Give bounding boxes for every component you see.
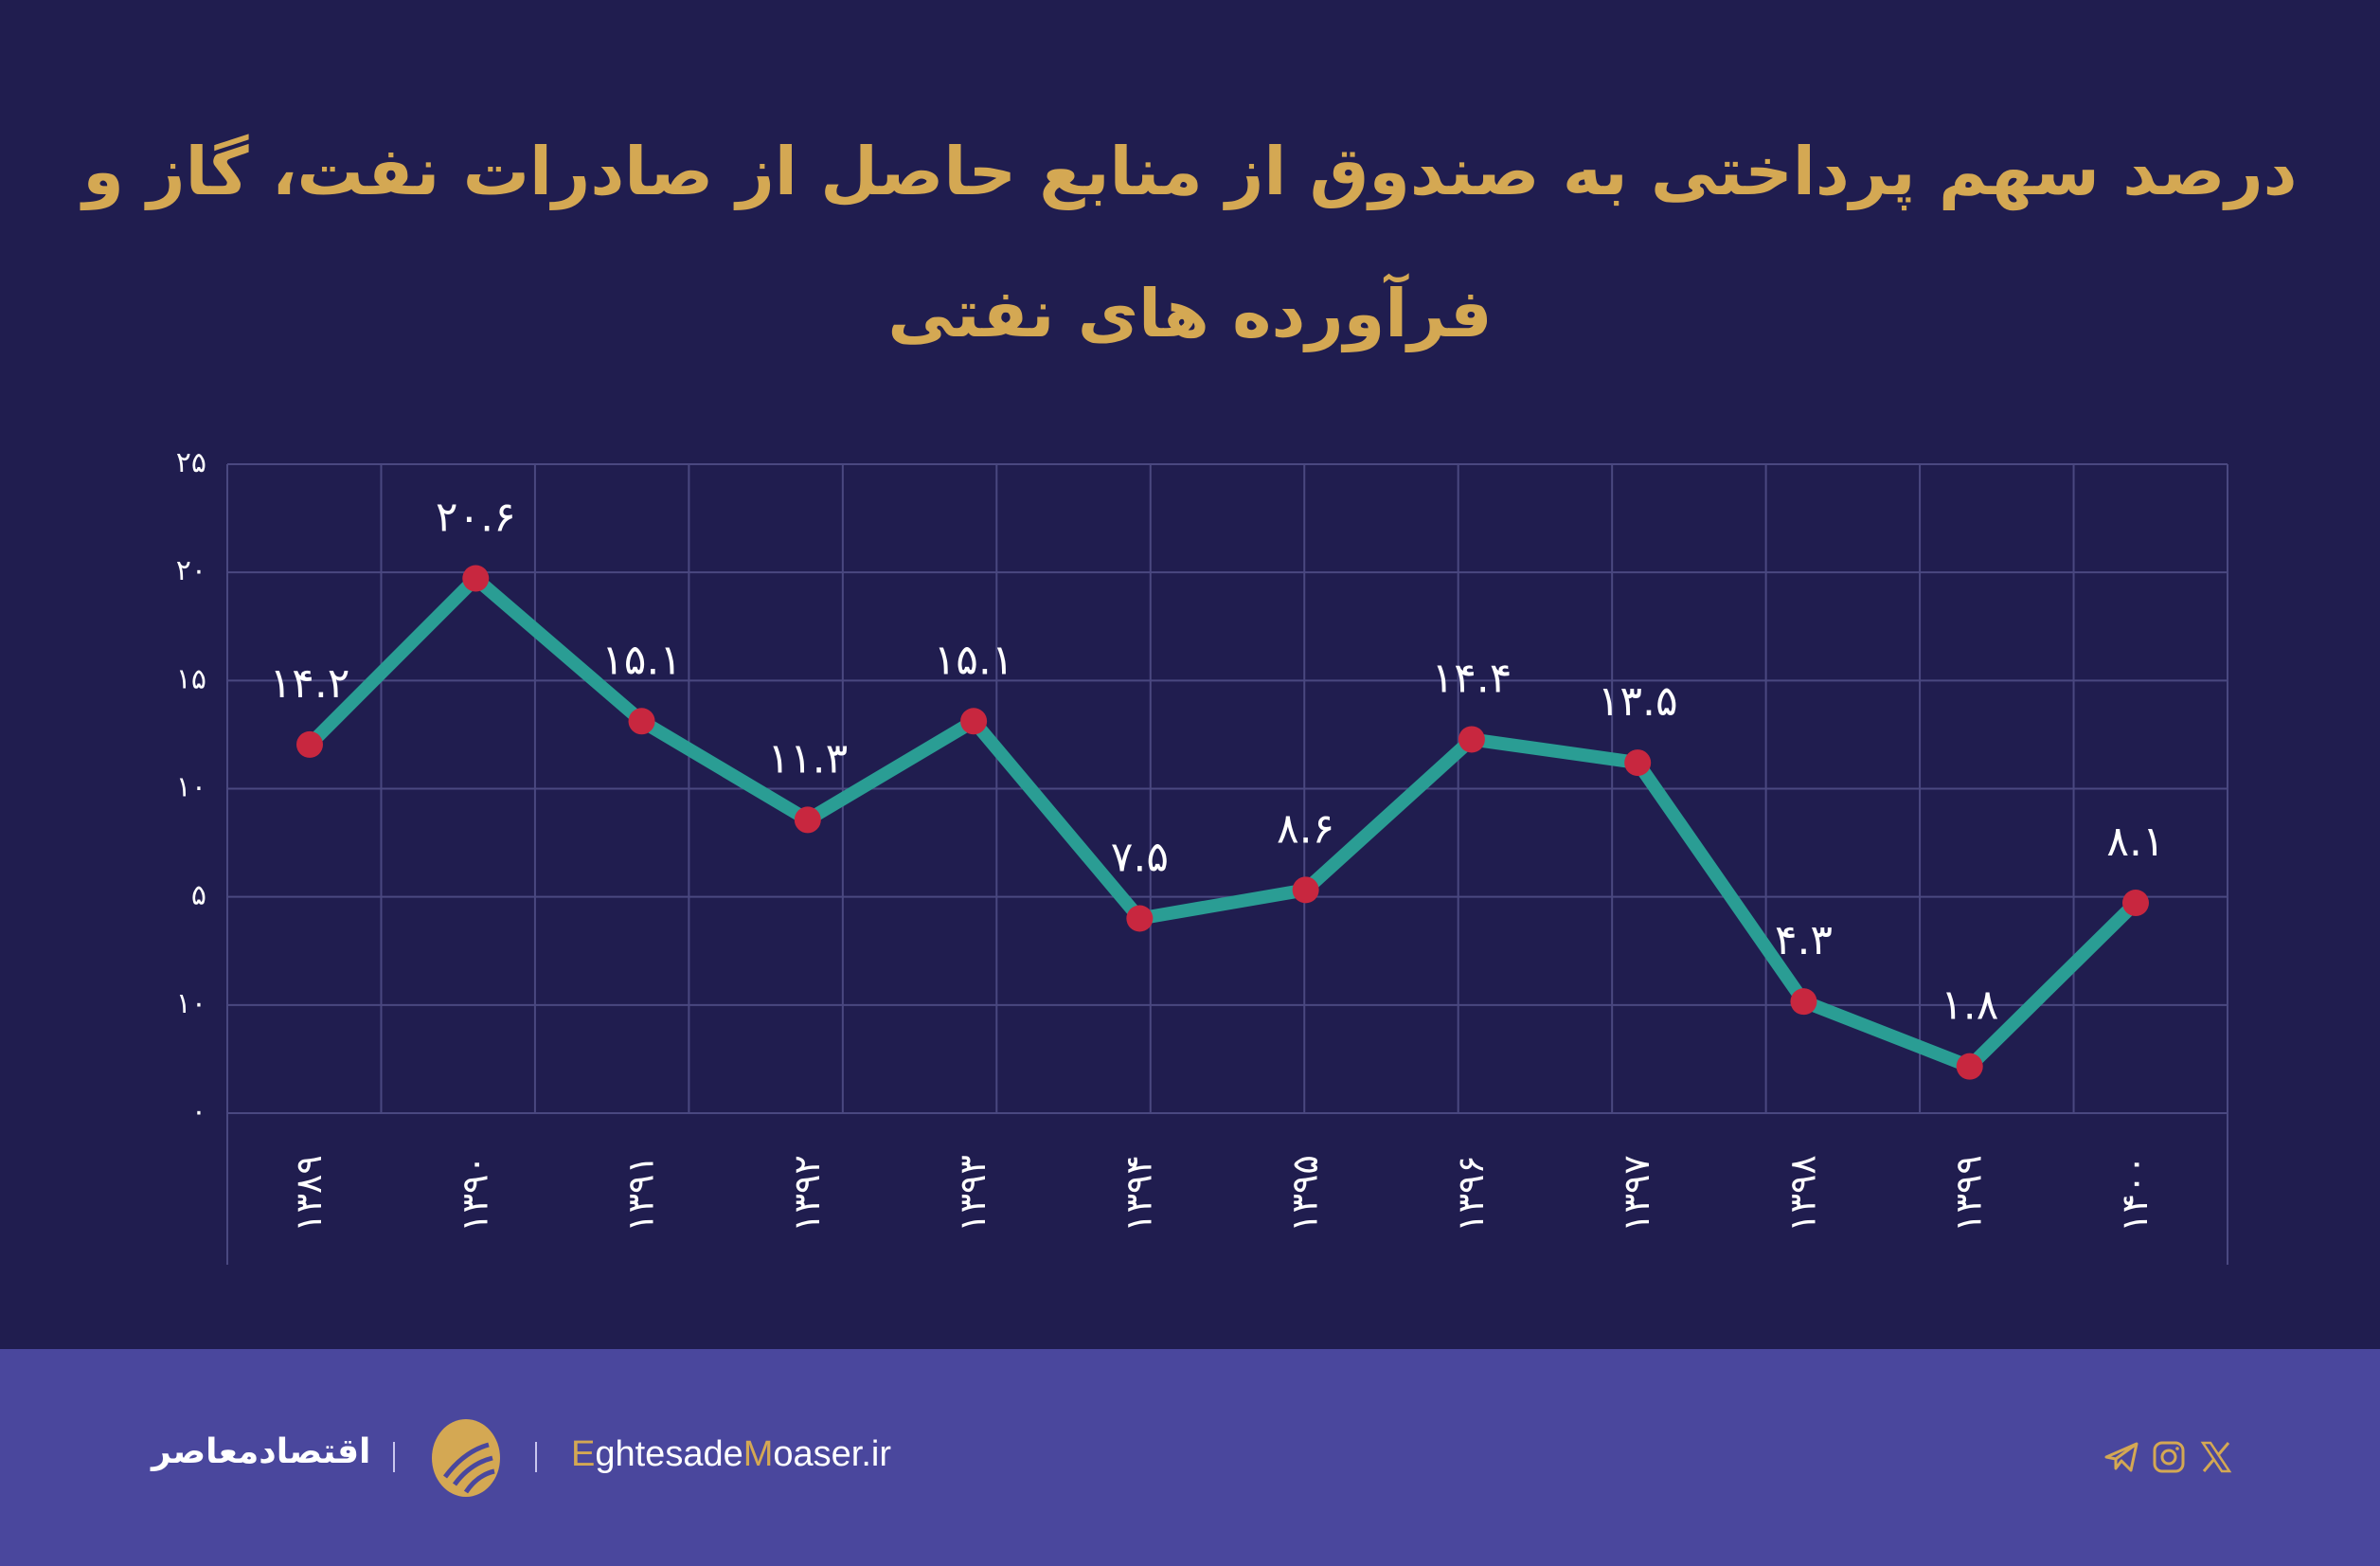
- x-tick-label: ۱۴۰۰: [2114, 1155, 2156, 1233]
- data-label: ۱۵.۱: [934, 636, 1014, 684]
- y-tick-label: ۲۵: [176, 446, 206, 479]
- instagram-icon[interactable]: [2150, 1438, 2188, 1476]
- series-line: [305, 571, 2140, 1073]
- data-point: [296, 730, 323, 758]
- site-text: ghtesade: [595, 1434, 743, 1474]
- data-label: ۱۱.۳: [767, 734, 848, 783]
- x-tick-label: ۱۳۹۸: [1781, 1155, 1823, 1233]
- y-tick-label: ۱۰: [176, 771, 206, 804]
- divider: [535, 1442, 537, 1472]
- x-tick-label: ۱۳۹۰: [454, 1155, 495, 1233]
- data-point: [794, 806, 821, 834]
- x-tick-label: ۱۳۹۴: [1118, 1155, 1159, 1233]
- data-label: ۱.۸: [1941, 981, 1998, 1030]
- brand-logo-icon: [432, 1419, 500, 1497]
- y-tick-label: ۱۵: [176, 662, 206, 695]
- y-tick-label: ۱۰: [176, 987, 206, 1020]
- data-label: ۱۴.۲: [270, 659, 350, 708]
- x-tick-label: ۱۳۹۱: [620, 1155, 662, 1233]
- site-letter-m: M: [743, 1434, 774, 1474]
- data-label: ۱۵.۱: [601, 636, 682, 684]
- data-point: [1790, 988, 1817, 1016]
- footer: [0, 1349, 2380, 1566]
- y-tick-label: ۲۰: [176, 554, 206, 587]
- data-label: ۸.۶: [1277, 804, 1334, 853]
- data-point: [462, 565, 490, 592]
- x-tick-label: ۱۳۸۹: [288, 1155, 330, 1233]
- x-tick-label: ۱۳۹۳: [952, 1155, 993, 1233]
- x-icon[interactable]: [2197, 1438, 2235, 1476]
- brand-name: اقتصادمعاصر: [152, 1432, 371, 1471]
- data-point: [1292, 876, 1319, 904]
- data-point: [2122, 890, 2149, 917]
- x-tick-label: ۱۳۹۹: [1948, 1155, 1990, 1233]
- data-label: ۴.۳: [1775, 916, 1833, 964]
- line-chart: ۰ ۱۰ ۵ ۱۰ ۱۵ ۲۰ ۲۵ ۱۴.۲ ۱۳۸۹ ۲۰.۶ ۱۳۹۰ ۱۵.۱ ۱۳۹۱ ۱۱.۳…: [176, 446, 2228, 1265]
- website-link[interactable]: EghtesadeMoaser.ir: [571, 1434, 891, 1475]
- data-label: ۷.۵: [1111, 834, 1169, 882]
- data-label: ۱۳.۵: [1598, 677, 1678, 726]
- social-links: [2103, 1438, 2235, 1476]
- data-point: [1126, 905, 1154, 932]
- x-tick-label: ۱۳۹۶: [1450, 1155, 1492, 1233]
- x-tick-label: ۱۳۹۲: [786, 1155, 828, 1233]
- data-point: [1624, 749, 1652, 777]
- telegram-icon[interactable]: [2103, 1438, 2140, 1476]
- data-point: [1956, 1053, 1983, 1080]
- data-label: ۱۴.۴: [1431, 654, 1512, 702]
- data-label: ۸.۱: [2106, 818, 2164, 866]
- y-tick-label: ۰: [191, 1095, 206, 1128]
- y-tick-label: ۵: [191, 879, 206, 912]
- divider: [393, 1442, 395, 1472]
- data-point: [1458, 726, 1485, 753]
- data-point: [628, 708, 655, 735]
- site-text: oaser.ir: [773, 1434, 892, 1474]
- site-letter-e: E: [571, 1434, 596, 1474]
- data-point: [960, 708, 988, 735]
- x-tick-label: ۱۳۹۵: [1284, 1155, 1326, 1233]
- chart-title-line1: درصد سهم پرداختی به صندوق از منابع حاصل …: [82, 133, 2298, 210]
- x-tick-label: ۱۳۹۷: [1616, 1155, 1657, 1233]
- chart-title-line2: فرآورده های نفتی: [887, 275, 1493, 352]
- data-label: ۲۰.۶: [436, 494, 516, 542]
